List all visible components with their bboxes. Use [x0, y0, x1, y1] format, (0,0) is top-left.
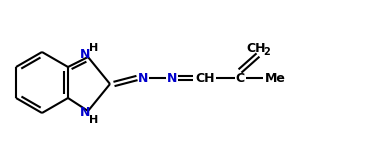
- Text: N: N: [80, 107, 90, 120]
- Text: Me: Me: [265, 72, 285, 84]
- Text: N: N: [138, 72, 148, 84]
- Text: N: N: [167, 72, 177, 84]
- Text: H: H: [89, 43, 99, 53]
- Text: N: N: [80, 48, 90, 62]
- Text: H: H: [89, 115, 99, 125]
- Text: CH: CH: [195, 72, 215, 84]
- Text: CH: CH: [246, 41, 266, 55]
- Text: C: C: [236, 72, 244, 84]
- Text: 2: 2: [264, 47, 270, 57]
